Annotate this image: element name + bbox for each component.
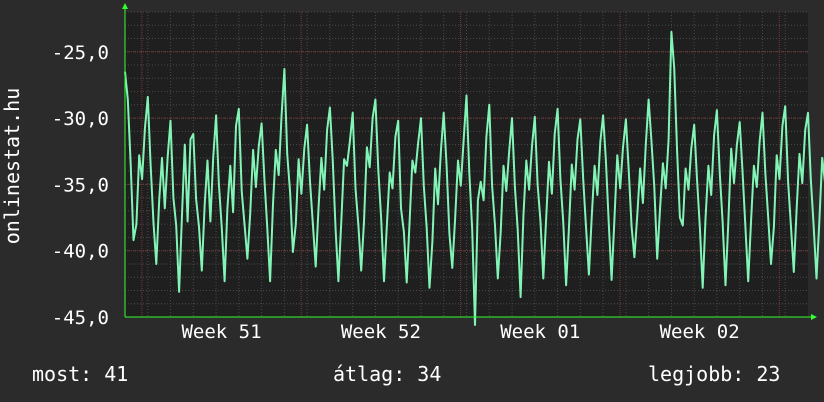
current-value: most: 41 xyxy=(32,362,129,386)
x-tick-label: Week 01 xyxy=(500,321,580,343)
x-axis-arrow xyxy=(811,314,817,320)
x-tick-label: Week 52 xyxy=(341,321,421,343)
y-tick-label: -30,0 xyxy=(52,108,109,130)
plot-area xyxy=(125,12,808,317)
x-tick-label: Week 51 xyxy=(181,321,261,343)
y-tick-label: -35,0 xyxy=(52,174,109,196)
x-tick-label: Week 02 xyxy=(660,321,740,343)
y-axis-label: onlinestat.hu xyxy=(0,88,24,245)
average-value: átlag: 34 xyxy=(333,362,442,386)
axes xyxy=(122,3,817,320)
y-axis-arrow xyxy=(122,3,128,9)
y-tick-label: -25,0 xyxy=(52,42,109,64)
y-tick-labels: -25,0 -30,0 -35,0 -40,0 -45,0 xyxy=(52,42,109,329)
best-value: legjobb: 23 xyxy=(648,362,781,386)
grid xyxy=(125,11,808,318)
x-tick-labels: Week 51 Week 52 Week 01 Week 02 xyxy=(181,321,739,343)
y-tick-label: -40,0 xyxy=(52,241,109,263)
y-tick-label: -45,0 xyxy=(52,307,109,329)
series-line xyxy=(124,30,824,326)
